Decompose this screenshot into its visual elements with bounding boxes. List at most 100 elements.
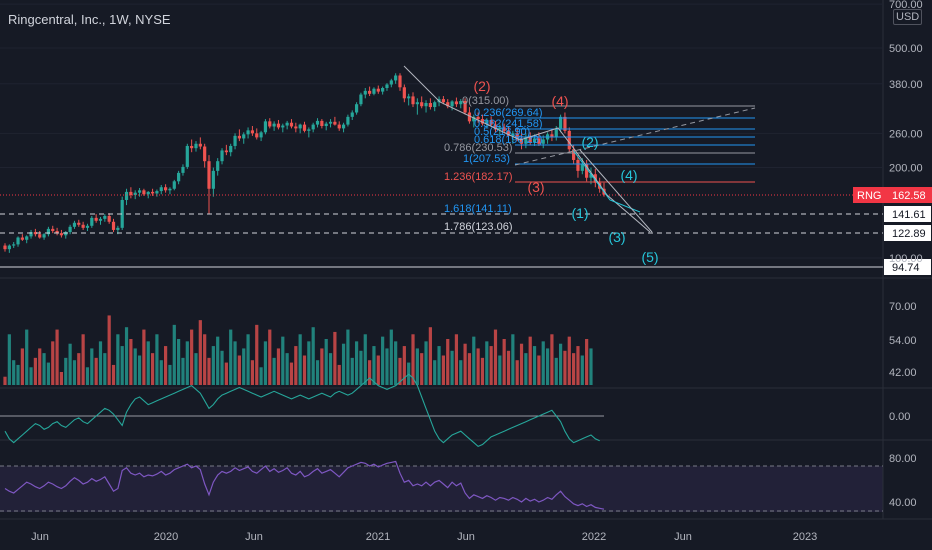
volume-bar: [77, 353, 81, 385]
volume-bar: [20, 348, 24, 385]
candle-body: [363, 90, 367, 95]
price-axis-tick: 200.00: [889, 163, 923, 175]
candle-body: [77, 222, 81, 225]
candle-body: [198, 143, 202, 147]
volume-bar: [528, 336, 532, 385]
volume-bar: [64, 357, 68, 385]
volume-bar: [320, 348, 324, 385]
candle-body: [185, 145, 189, 167]
candle-body: [220, 150, 224, 162]
time-axis-tick: 2021: [366, 531, 390, 543]
wave-label: (1): [571, 205, 588, 221]
volume-bar: [302, 355, 307, 385]
price-axis-tick: 380.00: [889, 79, 923, 91]
volume-bar: [476, 348, 480, 385]
candle-body: [168, 188, 172, 191]
currency-badge[interactable]: USD: [893, 9, 923, 25]
candle-body: [203, 146, 207, 162]
volume-bar: [142, 329, 146, 385]
candle-body: [489, 119, 493, 125]
time-axis-tick: 2022: [582, 531, 606, 543]
candle-body: [428, 103, 432, 108]
candle-body: [7, 245, 11, 250]
candle-body: [229, 145, 233, 153]
candle-body: [459, 101, 463, 105]
candle-body: [159, 187, 163, 192]
volume-bar: [137, 355, 142, 385]
price-line-tag-bg: [884, 225, 931, 241]
candle-body: [580, 164, 584, 171]
wave-label: (3): [608, 229, 625, 245]
volume-bar: [129, 339, 133, 385]
volume-bar: [107, 315, 111, 385]
candle-body: [446, 102, 450, 107]
fib-level-label: 1(207.53): [463, 153, 510, 165]
price-axis-tick: 500.00: [889, 43, 923, 55]
volume-bar: [177, 339, 181, 385]
candle-body: [389, 80, 393, 85]
candle-body: [181, 166, 185, 173]
candle-body: [341, 124, 346, 129]
candle-body: [368, 90, 372, 94]
candle-body: [346, 116, 350, 125]
candle-body: [394, 75, 398, 81]
candle-body: [107, 215, 111, 222]
volume-bar: [532, 346, 537, 385]
volume-bar: [55, 329, 59, 385]
volume-bar: [376, 355, 380, 385]
candle-body: [64, 232, 68, 236]
time-axis-tick: Jun: [674, 531, 692, 543]
price-line-tag: 122.89: [892, 228, 926, 240]
candle-body: [411, 96, 415, 105]
wave-label: (4): [551, 93, 568, 109]
current-price-label: 162.58: [892, 190, 926, 202]
volume-bar: [12, 360, 16, 385]
rsi-axis-tick: 40.00: [889, 497, 917, 509]
volume-bar: [16, 364, 20, 385]
volume-bar: [541, 341, 545, 385]
candle-body: [307, 129, 311, 131]
volume-bar: [276, 348, 281, 385]
candle-body: [68, 226, 72, 233]
volume-bar: [72, 360, 77, 385]
candle-body: [467, 112, 472, 122]
candle-body: [207, 161, 211, 189]
candle-body: [116, 227, 120, 230]
candle-body: [190, 145, 194, 149]
fib-level-label: 1.236(182.17): [444, 171, 513, 183]
candle-body: [85, 225, 90, 228]
candle-body: [25, 236, 29, 240]
price-line-tag: 94.74: [892, 262, 920, 274]
candle-body: [563, 116, 567, 131]
price-line-tag: 141.61: [892, 209, 926, 221]
candle-body: [3, 245, 7, 250]
volume-bar: [381, 336, 385, 385]
candle-body: [255, 133, 259, 138]
candle-body: [98, 218, 103, 221]
rsi-line: [4, 460, 605, 510]
candle-body: [541, 139, 545, 144]
volume-bar: [220, 350, 224, 385]
volume-bar: [580, 355, 584, 385]
volume-bar: [168, 364, 172, 385]
volume-bar: [268, 329, 272, 385]
volume-bar: [550, 334, 554, 385]
candle-body: [38, 234, 42, 238]
candle-body: [216, 161, 220, 171]
rsi-band: [0, 466, 883, 512]
fib-level-label: 1.618(141.11): [444, 203, 512, 215]
candle-body: [276, 123, 281, 128]
candle-body: [311, 124, 315, 130]
candle-body: [519, 138, 524, 144]
volume-bar: [511, 334, 515, 385]
volume-bar: [116, 334, 120, 385]
volume-bar: [337, 364, 341, 385]
volume-axis-tick: 70.00: [889, 301, 917, 313]
volume-bar: [194, 353, 198, 385]
volume-bar: [372, 346, 376, 385]
candle-body: [103, 215, 107, 219]
volume-bar: [198, 320, 202, 385]
volume-bar: [485, 341, 489, 385]
